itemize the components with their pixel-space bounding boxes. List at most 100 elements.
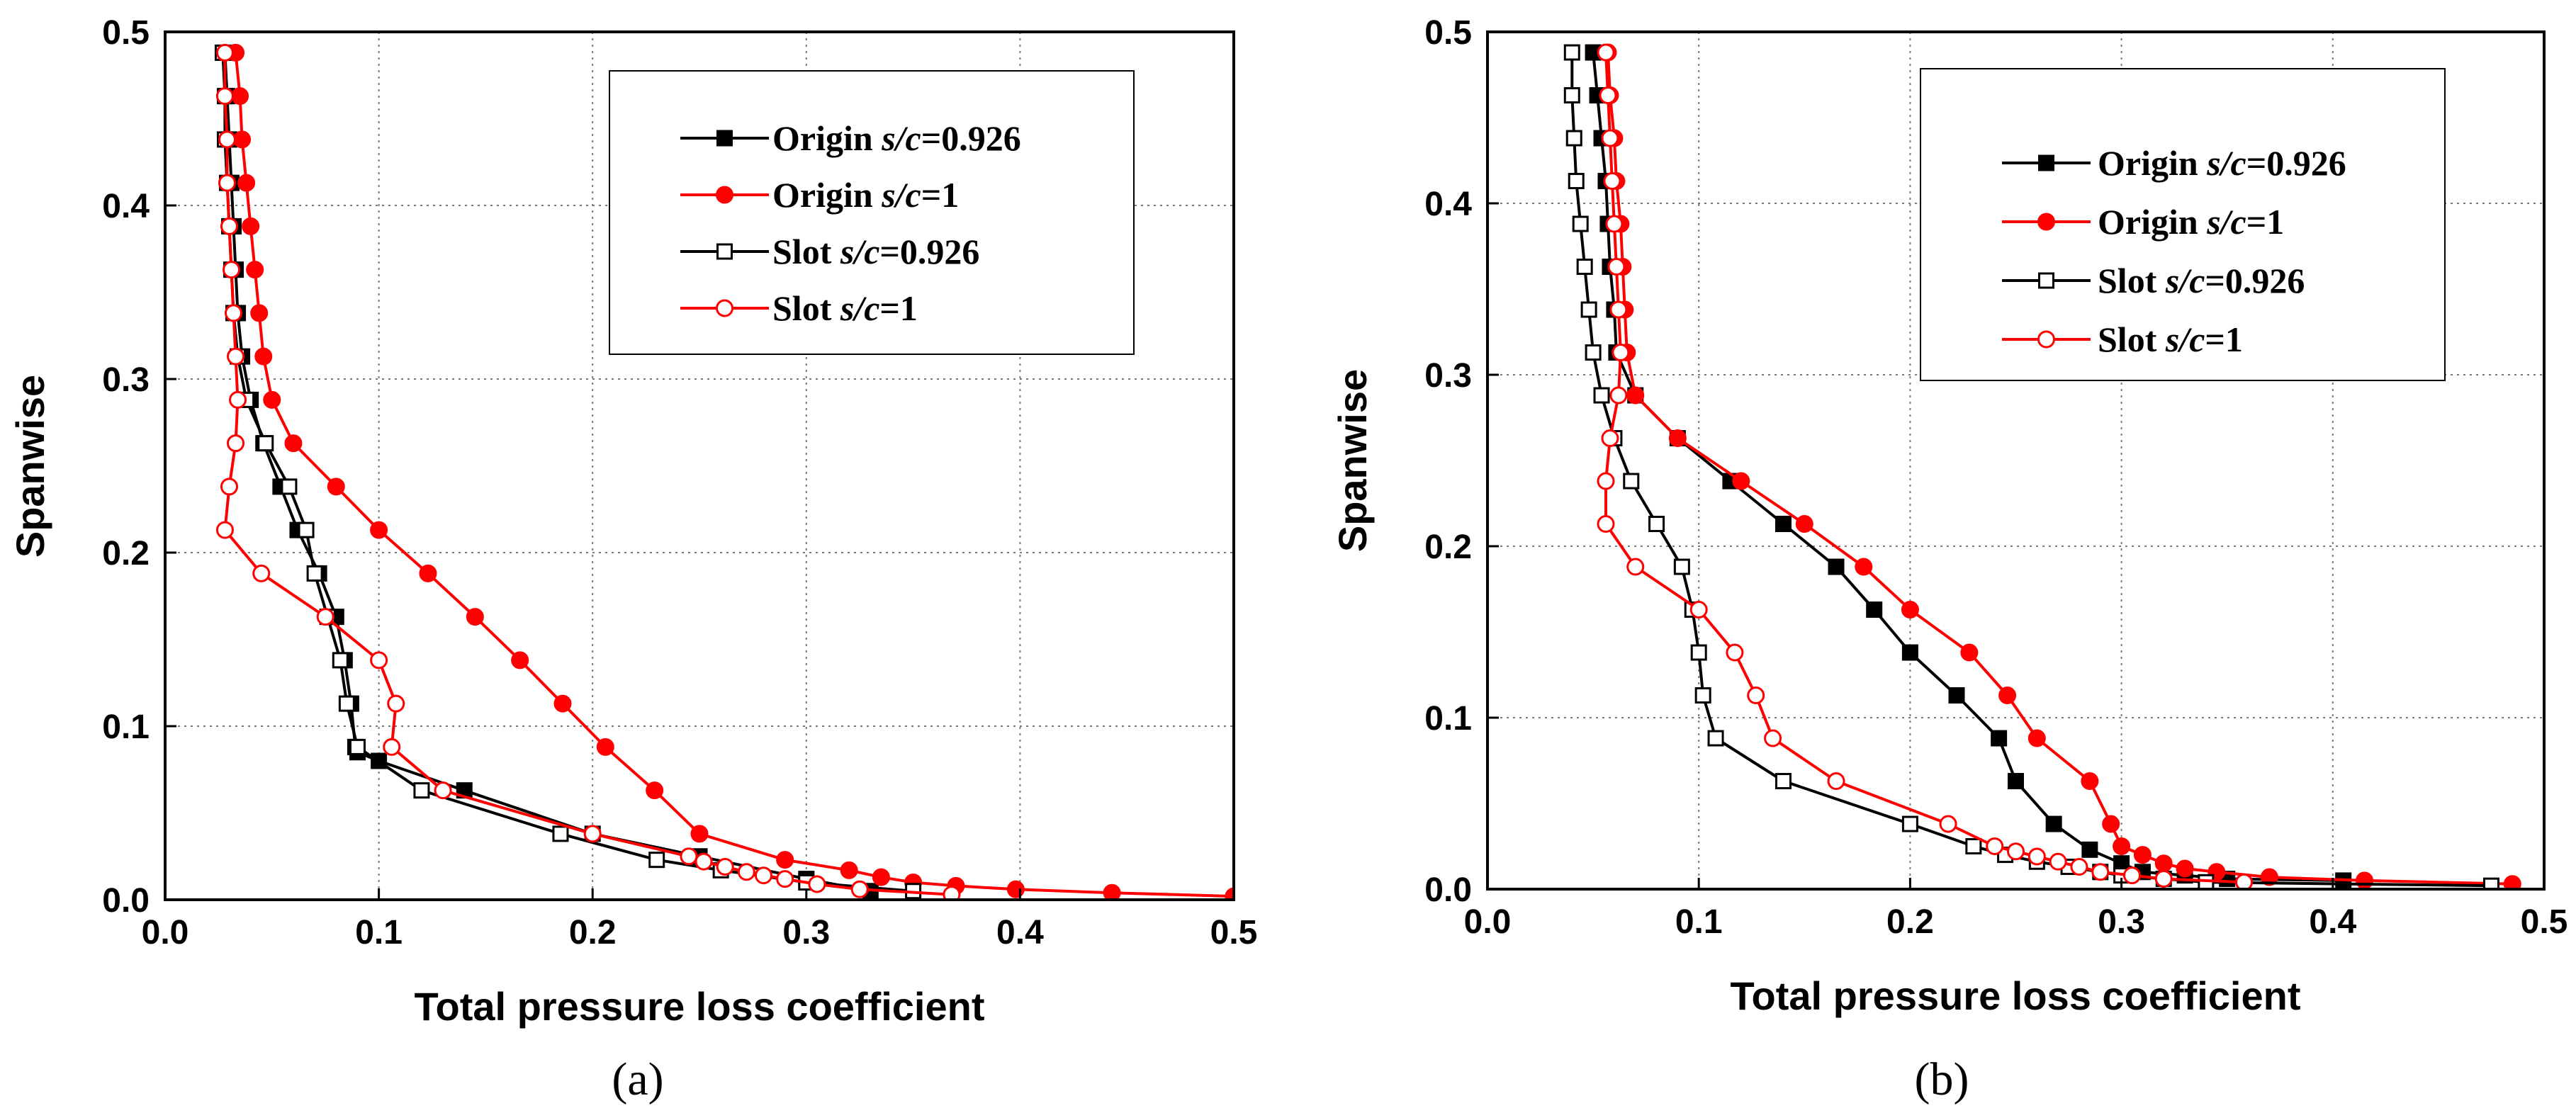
data-point xyxy=(1006,880,1025,898)
data-point xyxy=(2027,729,2046,747)
data-point xyxy=(1795,515,1813,533)
data-point xyxy=(1605,215,1624,233)
data-point xyxy=(776,851,794,869)
legend-entry: Slot s/c=1 xyxy=(680,288,918,328)
data-point xyxy=(227,434,245,453)
data-point xyxy=(1689,601,1708,619)
data-point xyxy=(1855,558,1873,576)
legend-label: Slot s/c=0.926 xyxy=(2098,261,2305,300)
data-point xyxy=(1103,883,1121,900)
legend-marker xyxy=(2038,272,2054,289)
data-point xyxy=(250,304,269,322)
legend-label: Origin s/c=1 xyxy=(772,175,959,215)
legend-marker xyxy=(2037,213,2055,231)
data-point xyxy=(2176,859,2194,878)
data-point xyxy=(2027,847,2046,866)
data-point xyxy=(1599,86,1617,105)
data-point xyxy=(419,564,437,582)
data-point xyxy=(1609,300,1628,319)
series-layer-b xyxy=(1563,43,2521,889)
data-point xyxy=(1986,837,2004,855)
legend-marker xyxy=(2038,154,2054,171)
data-point xyxy=(370,651,388,670)
data-point xyxy=(1597,43,1615,62)
data-point xyxy=(1726,643,1744,662)
data-point xyxy=(1626,386,1645,405)
data-point xyxy=(227,347,245,366)
data-point xyxy=(1585,344,1602,361)
data-point xyxy=(1998,687,2017,705)
data-point xyxy=(1568,173,1585,190)
data-point xyxy=(1576,259,1593,276)
data-point xyxy=(215,521,234,539)
data-point xyxy=(1563,44,1580,61)
data-point xyxy=(383,738,401,756)
legend-label: Origin s/c=0.926 xyxy=(772,118,1021,158)
data-point xyxy=(776,870,794,888)
data-point xyxy=(694,852,713,871)
data-point xyxy=(1827,772,1845,791)
data-point xyxy=(840,861,858,879)
data-point xyxy=(225,304,243,322)
data-point xyxy=(1939,815,1957,833)
data-point xyxy=(1572,215,1589,232)
data-point xyxy=(327,478,345,496)
y-tick-label: 0.1 xyxy=(102,708,150,746)
data-point xyxy=(648,852,665,869)
chart-panel-a: 0.0 0.1 0.2 0.3 0.4 0.5 0.0 0.1 0.2 0.3 0.4 0.5 Tot… xyxy=(8,14,1257,1105)
data-point xyxy=(2123,866,2142,885)
data-point xyxy=(754,866,772,885)
x-tick-label: 0.0 xyxy=(1464,903,1512,941)
y-axis-title-a: Spanwise xyxy=(8,375,52,558)
data-point xyxy=(284,434,303,453)
data-point xyxy=(257,435,274,452)
series-layer-a xyxy=(214,43,1234,900)
data-point xyxy=(2045,815,2062,832)
data-point xyxy=(1565,130,1582,147)
data-point xyxy=(850,880,869,898)
legend-box-b xyxy=(1920,68,2446,381)
data-point xyxy=(1597,472,1615,490)
data-point xyxy=(2235,873,2254,889)
data-point xyxy=(872,868,890,886)
y-tick-label: 0.0 xyxy=(102,882,150,920)
data-point xyxy=(263,390,281,409)
data-point xyxy=(215,87,234,106)
y-tick-label: 0.3 xyxy=(1424,357,1472,395)
data-point xyxy=(2133,846,2152,864)
data-point xyxy=(1603,172,1621,191)
data-point xyxy=(332,652,349,669)
series-3 xyxy=(215,43,961,900)
data-point xyxy=(370,521,388,539)
data-point xyxy=(1225,887,1234,900)
legend-label: Slot s/c=1 xyxy=(772,288,918,328)
data-point xyxy=(349,738,366,755)
ticks-a: 0.0 0.1 0.2 0.3 0.4 0.5 0.0 0.1 0.2 0.3 0.4 0.5 xyxy=(102,14,1257,951)
legend-entry: Slot s/c=1 xyxy=(2002,320,2243,359)
data-point xyxy=(218,174,236,192)
data-point xyxy=(222,261,240,279)
data-point xyxy=(413,782,430,799)
data-point xyxy=(231,87,249,106)
data-point xyxy=(583,825,602,843)
legend-a: Origin s/c=0.926 Origin s/c=1 Slot s/c=0.9… xyxy=(609,70,1135,355)
series-1 xyxy=(1599,43,2521,889)
data-point xyxy=(2113,837,2131,855)
data-point xyxy=(596,738,614,756)
data-point xyxy=(220,478,238,496)
chart-panel-b: 0.0 0.1 0.2 0.3 0.4 0.5 0.0 0.1 0.2 0.3 0.4 0.5 Tot… xyxy=(1330,14,2567,1105)
y-tick-label: 0.1 xyxy=(1424,700,1472,738)
data-point xyxy=(1607,258,1626,276)
data-point xyxy=(2260,868,2278,886)
y-axis-title-b: Spanwise xyxy=(1330,369,1375,552)
legend-marker xyxy=(716,130,733,147)
data-point xyxy=(552,825,569,842)
x-tick-label: 0.1 xyxy=(355,914,403,951)
legend-label: Origin s/c=1 xyxy=(2098,202,2284,242)
data-point xyxy=(1901,644,1918,661)
data-point xyxy=(1991,730,2008,747)
y-tick-label: 0.2 xyxy=(102,535,150,572)
data-point xyxy=(2102,815,2120,833)
data-point xyxy=(2503,875,2521,889)
